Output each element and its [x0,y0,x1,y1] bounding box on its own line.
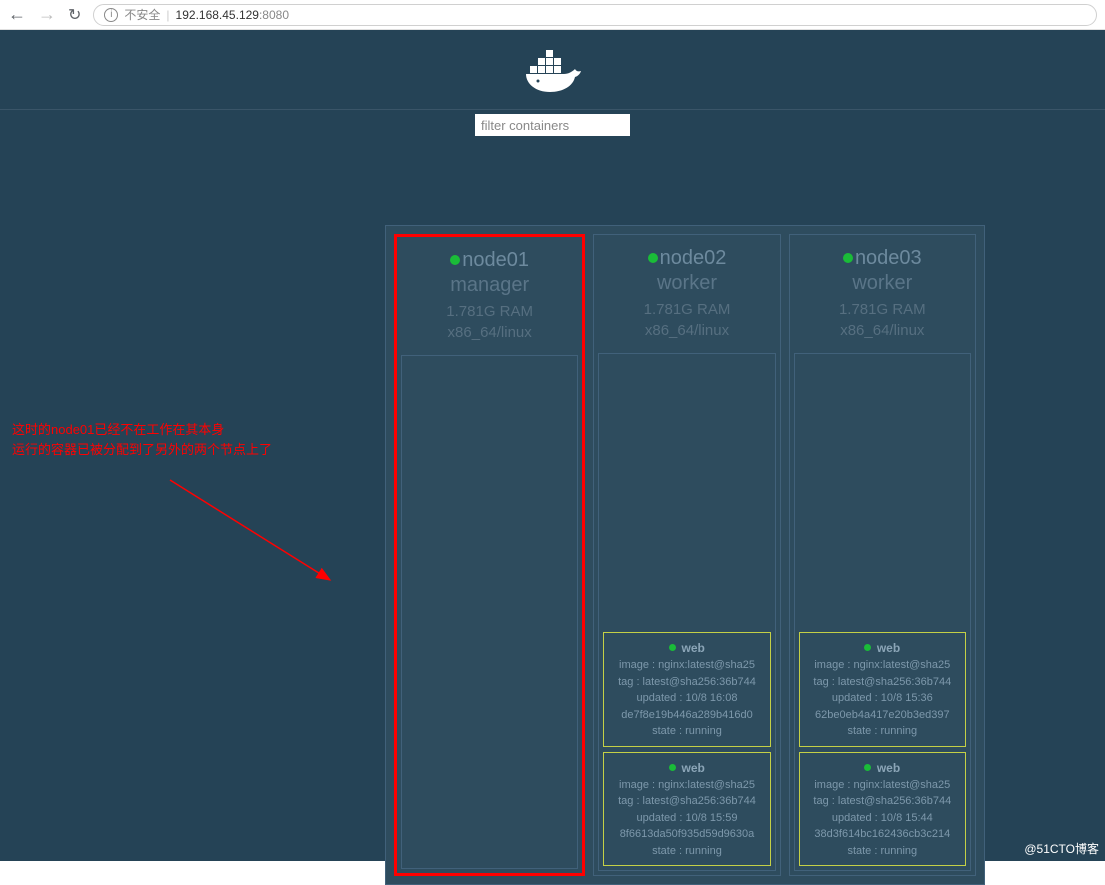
back-icon[interactable]: ← [8,4,26,25]
container-title: web [804,639,961,657]
filter-input[interactable] [475,114,630,136]
container-updated: updated : 10/8 15:44 [804,810,961,827]
container-card[interactable]: web image : nginx:latest@sha25tag : lates… [603,632,770,747]
container-name: web [877,641,900,655]
container-hash: 8f6613da50f935d59d9630a [608,826,765,843]
page-content: 这时的node01已经不在工作在其本身 运行的容器已被分配到了另外的两个节点上了… [0,30,1105,861]
node-column: node03 worker 1.781G RAM x86_64/linux web im… [789,234,976,876]
container-card[interactable]: web image : nginx:latest@sha25tag : lates… [799,632,966,747]
container-hash: 38d3f614bc162436cb3c214 [804,826,961,843]
container-name: web [877,761,900,775]
reload-icon[interactable]: ↻ [68,5,81,25]
container-tag: tag : latest@sha256:36b744 [804,674,961,691]
container-hash: de7f8e19b446a289b416d0 [608,707,765,724]
node-ram: 1.781G RAM [794,301,971,318]
container-tag: tag : latest@sha256:36b744 [608,674,765,691]
header [0,30,1105,110]
container-tag: tag : latest@sha256:36b744 [804,793,961,810]
annotation-arrow-icon [160,470,390,600]
container-hash: 62be0eb4a417e20b3ed397 [804,707,961,724]
node-column: node01 manager 1.781G RAM x86_64/linux [394,234,585,876]
containers-list: webimage : nginx:latest@sha25tag : lates… [794,353,971,871]
containers-list [401,355,578,869]
container-card[interactable]: web image : nginx:latest@sha25tag : lates… [603,752,770,867]
node-name: node02 [660,247,727,269]
node-name: node01 [462,249,529,271]
node-arch: x86_64/linux [598,322,775,339]
container-state: state : running [608,723,765,740]
node-role: worker [598,272,775,295]
status-dot-icon [669,644,676,651]
credit-label: @51CTO博客 [1024,840,1099,857]
container-card[interactable]: web image : nginx:latest@sha25tag : lates… [799,752,966,867]
container-title: web [608,759,765,777]
node-ram: 1.781G RAM [401,303,578,320]
node-header: node01 manager 1.781G RAM x86_64/linux [397,237,582,349]
docker-logo-icon [518,44,588,99]
container-updated: updated : 10/8 16:08 [608,690,765,707]
container-title: web [804,759,961,777]
status-dot-icon [669,764,676,771]
container-image: image : nginx:latest@sha25 [608,657,765,674]
container-title: web [608,639,765,657]
container-name: web [681,641,704,655]
node-ram: 1.781G RAM [598,301,775,318]
node-header: node02 worker 1.781G RAM x86_64/linux [594,235,779,347]
container-state: state : running [608,843,765,860]
url-host: 192.168.45.129 [176,8,259,22]
container-updated: updated : 10/8 15:59 [608,810,765,827]
annotation-line: 运行的容器已被分配到了另外的两个节点上了 [12,440,272,460]
container-image: image : nginx:latest@sha25 [804,657,961,674]
node-title: node02 [598,247,775,270]
annotation-text: 这时的node01已经不在工作在其本身 运行的容器已被分配到了另外的两个节点上了 [12,420,272,459]
url-divider: | [166,8,169,22]
annotation-line: 这时的node01已经不在工作在其本身 [12,420,272,440]
node-title: node03 [794,247,971,270]
container-image: image : nginx:latest@sha25 [804,777,961,794]
container-tag: tag : latest@sha256:36b744 [608,793,765,810]
node-title: node01 [401,249,578,272]
filter-row [0,110,1105,140]
container-image: image : nginx:latest@sha25 [608,777,765,794]
containers-list: webimage : nginx:latest@sha25tag : lates… [598,353,775,871]
container-state: state : running [804,723,961,740]
node-arch: x86_64/linux [794,322,971,339]
node-name: node03 [855,247,922,269]
nodes-panel: node01manager1.781G RAMx86_64/linuxnode0… [385,225,985,885]
node-header: node03 worker 1.781G RAM x86_64/linux [790,235,975,347]
node-role: manager [401,274,578,297]
url-port: :8080 [259,8,289,22]
status-dot-icon [450,255,460,265]
container-name: web [681,761,704,775]
node-role: worker [794,272,971,295]
forward-icon[interactable]: → [38,4,56,25]
status-dot-icon [864,764,871,771]
status-dot-icon [843,253,853,263]
container-state: state : running [804,843,961,860]
url-bar[interactable]: i 不安全 | 192.168.45.129:8080 [93,4,1097,26]
status-dot-icon [648,253,658,263]
security-label: 不安全 [124,6,160,23]
container-updated: updated : 10/8 15:36 [804,690,961,707]
browser-toolbar: ← → ↻ i 不安全 | 192.168.45.129:8080 [0,0,1105,30]
node-arch: x86_64/linux [401,324,578,341]
info-icon[interactable]: i [104,8,118,22]
status-dot-icon [864,644,871,651]
node-column: node02 worker 1.781G RAM x86_64/linux web im… [593,234,780,876]
